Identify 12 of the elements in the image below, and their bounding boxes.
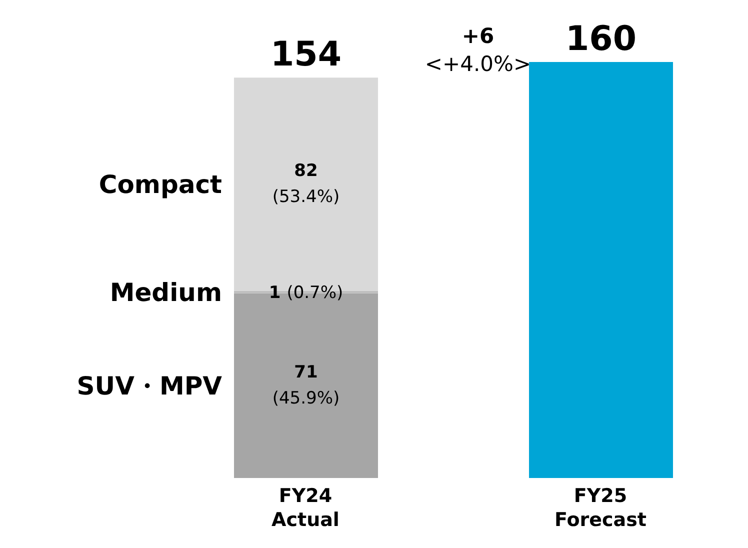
total-label: 160	[566, 19, 636, 59]
annotation: <+4.0%>	[424, 52, 532, 76]
x-tick-label: FY25 Forecast	[554, 485, 646, 531]
series-label: Medium	[110, 278, 222, 308]
series-label: Compact	[98, 170, 222, 200]
data-label: 1 (0.7%)	[268, 283, 344, 304]
text: +6	[462, 24, 494, 48]
total-label: 154	[270, 34, 342, 75]
data-label: 82 (53.4%)	[272, 161, 340, 208]
data-label: 71 (45.9%)	[272, 362, 340, 409]
x-tick-label: FY24 Actual	[272, 485, 340, 531]
series-label: SUV・MPV	[76, 372, 223, 401]
